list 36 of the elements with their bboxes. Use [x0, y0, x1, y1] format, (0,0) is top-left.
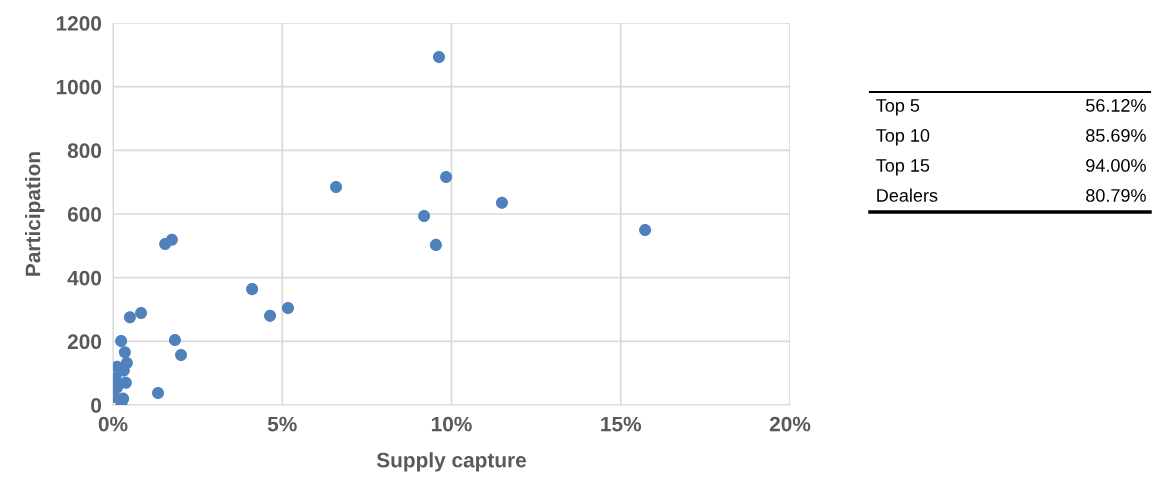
point [330, 180, 343, 193]
x-tick-label: 10% [431, 416, 472, 432]
y-tick-label: 600 [67, 207, 102, 222]
y-tick-label: 0 [91, 398, 102, 413]
point [495, 196, 508, 209]
point [429, 238, 442, 251]
point [418, 209, 431, 222]
text: Top 15 94.00% [876, 159, 1146, 176]
x-tick-label: 15% [601, 416, 642, 432]
point [152, 386, 165, 399]
point [440, 171, 453, 184]
y-tick-label: 1000 [56, 79, 102, 95]
x-tick-label: 5% [267, 416, 297, 432]
y-tick-label: 400 [67, 270, 102, 286]
x-tick-label: 0% [98, 416, 128, 432]
point [639, 223, 652, 236]
point [115, 335, 128, 348]
point [168, 334, 181, 347]
point [175, 349, 188, 362]
text: Dealers 80.79% [877, 188, 1146, 202]
text: Top 10 85.69% [876, 129, 1146, 146]
point [281, 301, 295, 314]
point [165, 233, 178, 246]
point [135, 306, 148, 320]
point [264, 309, 277, 322]
point [246, 283, 259, 296]
y-tick-label: 1200 [56, 16, 102, 31]
text: Top 5 56.12% [876, 99, 1146, 116]
y-axis-title: Participation [25, 152, 45, 276]
point [118, 346, 131, 359]
y-tick-label: 800 [67, 143, 102, 159]
y-tick-label: 200 [67, 334, 102, 350]
x-axis-title: Supply capture [376, 452, 527, 472]
x-tick-label: 20% [769, 416, 811, 432]
point [432, 51, 445, 64]
point [123, 311, 136, 324]
